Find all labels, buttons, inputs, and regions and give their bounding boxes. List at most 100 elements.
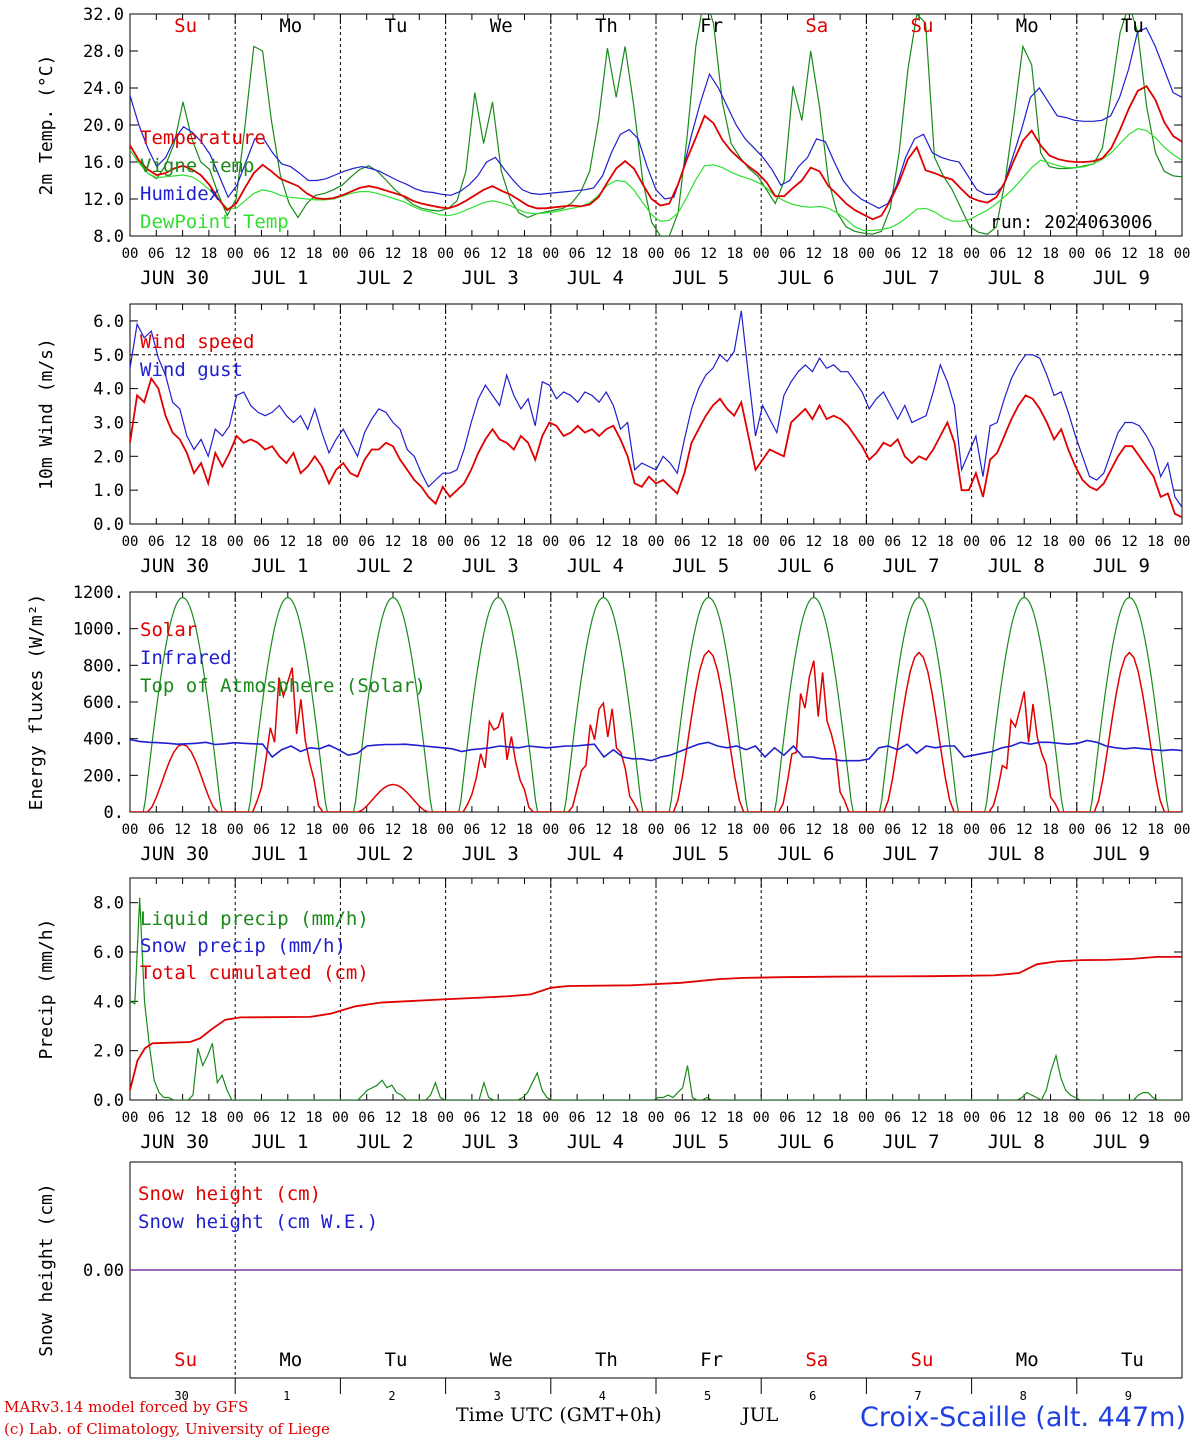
hour-label: 12 — [385, 246, 402, 262]
y-tick-label: 0.0 — [93, 515, 124, 535]
energy-axis-title: Energy fluxes (W/m²) — [26, 594, 47, 811]
day-label: JUL 4 — [567, 267, 624, 289]
day-name: Th — [595, 15, 618, 37]
hour-label: 18 — [1147, 1110, 1164, 1126]
day-label: JUL 6 — [777, 555, 834, 577]
hour-label: 06 — [779, 1110, 796, 1126]
hour-label: 18 — [937, 246, 954, 262]
y-tick-label: 32.0 — [83, 5, 124, 25]
hour-label: 00 — [1174, 246, 1191, 262]
hour-label: 18 — [726, 246, 743, 262]
day-name: Tu — [385, 15, 408, 37]
run-label: run: 2024063006 — [990, 212, 1153, 233]
hour-label: 18 — [411, 246, 428, 262]
hour-label: 06 — [148, 246, 165, 262]
hour-label: 00 — [542, 246, 559, 262]
hour-label: 06 — [148, 822, 165, 838]
hour-label: 00 — [437, 822, 454, 838]
day-name: Su — [174, 15, 197, 37]
hour-label: 00 — [122, 246, 139, 262]
day-number: 2 — [388, 1389, 395, 1403]
hour-label: 18 — [1042, 246, 1059, 262]
hour-label: 18 — [516, 1110, 533, 1126]
hour-label: 18 — [200, 822, 217, 838]
hour-label: 06 — [884, 246, 901, 262]
y-tick-label: 8.0 — [93, 227, 124, 247]
day-label: JUL 7 — [882, 267, 939, 289]
hour-label: 00 — [648, 1110, 665, 1126]
temperature-series — [130, 14, 1182, 236]
day-label: JUL 4 — [567, 843, 624, 865]
hour-label: 06 — [989, 246, 1006, 262]
hour-label: 06 — [674, 1110, 691, 1126]
hour-label: 12 — [174, 1110, 191, 1126]
hour-label: 18 — [200, 1110, 217, 1126]
y-tick-label: 1000. — [73, 620, 124, 640]
day-name: Sa — [805, 1349, 828, 1371]
hour-label: 12 — [700, 1110, 717, 1126]
hour-label: 18 — [621, 246, 638, 262]
hour-label: 06 — [989, 822, 1006, 838]
y-tick-label: 200. — [83, 766, 124, 786]
hour-label: 06 — [1095, 246, 1112, 262]
hour-label: 12 — [595, 534, 612, 550]
day-label: JUL 9 — [1093, 843, 1150, 865]
hour-label: 12 — [805, 822, 822, 838]
day-label: JUL 8 — [988, 843, 1045, 865]
day-number: 6 — [809, 1389, 816, 1403]
hour-label: 12 — [385, 534, 402, 550]
hour-label: 12 — [700, 822, 717, 838]
hour-label: 06 — [463, 534, 480, 550]
day-number: 8 — [1020, 1389, 1027, 1403]
hour-label: 18 — [726, 1110, 743, 1126]
hour-label: 18 — [832, 1110, 849, 1126]
hour-label: 12 — [1016, 534, 1033, 550]
hour-label: 12 — [174, 534, 191, 550]
hour-label: 18 — [411, 1110, 428, 1126]
hour-label: 12 — [1121, 246, 1138, 262]
hour-label: 06 — [989, 1110, 1006, 1126]
hour-label: 12 — [1016, 822, 1033, 838]
legend-entry: Humidex — [140, 183, 220, 205]
hour-label: 06 — [569, 246, 586, 262]
hour-label: 12 — [174, 246, 191, 262]
hour-label: 18 — [306, 246, 323, 262]
legend-entry: Wind gust — [140, 359, 243, 381]
hour-label: 18 — [832, 246, 849, 262]
hour-label: 12 — [490, 246, 507, 262]
hour-label: 06 — [148, 534, 165, 550]
hour-label: 18 — [621, 822, 638, 838]
hour-label: 18 — [937, 1110, 954, 1126]
hour-label: 00 — [858, 246, 875, 262]
hour-label: 12 — [911, 246, 928, 262]
hour-label: 00 — [753, 534, 770, 550]
series-line-vigne-temp — [130, 14, 1182, 236]
y-tick-label: 5.0 — [93, 346, 124, 366]
day-label: JUL 2 — [356, 843, 413, 865]
y-tick-label: 0.0 — [93, 1091, 124, 1111]
legend-entry: Solar — [140, 619, 197, 641]
day-label: JUL 1 — [251, 1131, 308, 1153]
hour-label: 00 — [122, 534, 139, 550]
day-label: JUL 7 — [882, 555, 939, 577]
series-line-infrared — [130, 738, 1182, 762]
day-name: Fr — [700, 1349, 723, 1371]
hour-label: 00 — [122, 1110, 139, 1126]
hour-label: 00 — [963, 822, 980, 838]
hour-label: 18 — [726, 534, 743, 550]
y-tick-label: 8.0 — [93, 894, 124, 914]
hour-label: 06 — [358, 534, 375, 550]
day-label: JUL 5 — [672, 555, 729, 577]
hour-label: 00 — [227, 1110, 244, 1126]
y-tick-label: 24.0 — [83, 79, 124, 99]
hour-label: 12 — [174, 822, 191, 838]
hour-label: 06 — [884, 822, 901, 838]
y-tick-label: 0.00 — [83, 1261, 124, 1281]
hour-label: 18 — [1042, 534, 1059, 550]
hour-label: 12 — [700, 534, 717, 550]
day-name: We — [490, 1349, 513, 1371]
day-name: Mo — [279, 1349, 302, 1371]
snow-axis-title: Snow height (cm) — [36, 1183, 57, 1356]
day-name: Su — [174, 1349, 197, 1371]
hour-label: 12 — [490, 822, 507, 838]
